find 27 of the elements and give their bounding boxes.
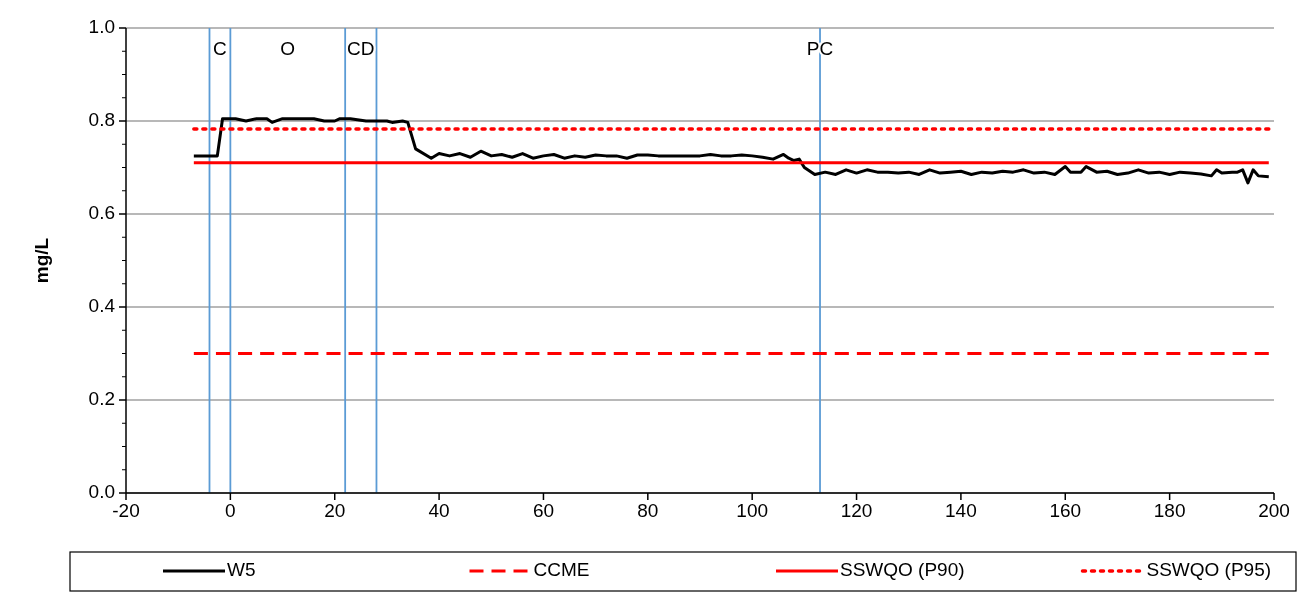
legend-label: CCME — [533, 559, 590, 581]
y-tick-label: 0.6 — [88, 202, 115, 224]
y-tick-label: 0.8 — [88, 109, 115, 131]
x-tick-label: 100 — [736, 500, 769, 521]
x-tick-label: 140 — [945, 500, 977, 521]
annotation: C — [213, 38, 227, 60]
y-tick-label: 0.0 — [88, 481, 115, 503]
y-tick-label: 0.4 — [88, 295, 116, 317]
line-series — [192, 117, 1271, 185]
annotation: CD — [347, 38, 375, 60]
x-tick-label: 0 — [225, 500, 236, 521]
y-tick-label: 1.0 — [88, 16, 115, 38]
x-tick-label: 80 — [637, 500, 659, 521]
x-tick-label: 160 — [1049, 500, 1082, 521]
y-tick-label: 0.2 — [88, 388, 115, 410]
legend-label: W5 — [227, 559, 256, 581]
x-tick-label: 200 — [1258, 500, 1290, 521]
y-axis-title: mg/L — [31, 237, 52, 284]
legend-label: SSWQO (P95) — [1146, 559, 1272, 581]
legend-label: SSWQO (P90) — [840, 559, 965, 581]
x-tick-label: 180 — [1153, 500, 1186, 521]
x-tick-label: 40 — [428, 500, 450, 521]
x-tick-label: -20 — [112, 500, 140, 521]
annotation: O — [280, 38, 296, 60]
x-tick-label: 20 — [324, 500, 346, 521]
x-tick-label: 120 — [840, 500, 873, 521]
x-tick-label: 60 — [532, 500, 555, 521]
